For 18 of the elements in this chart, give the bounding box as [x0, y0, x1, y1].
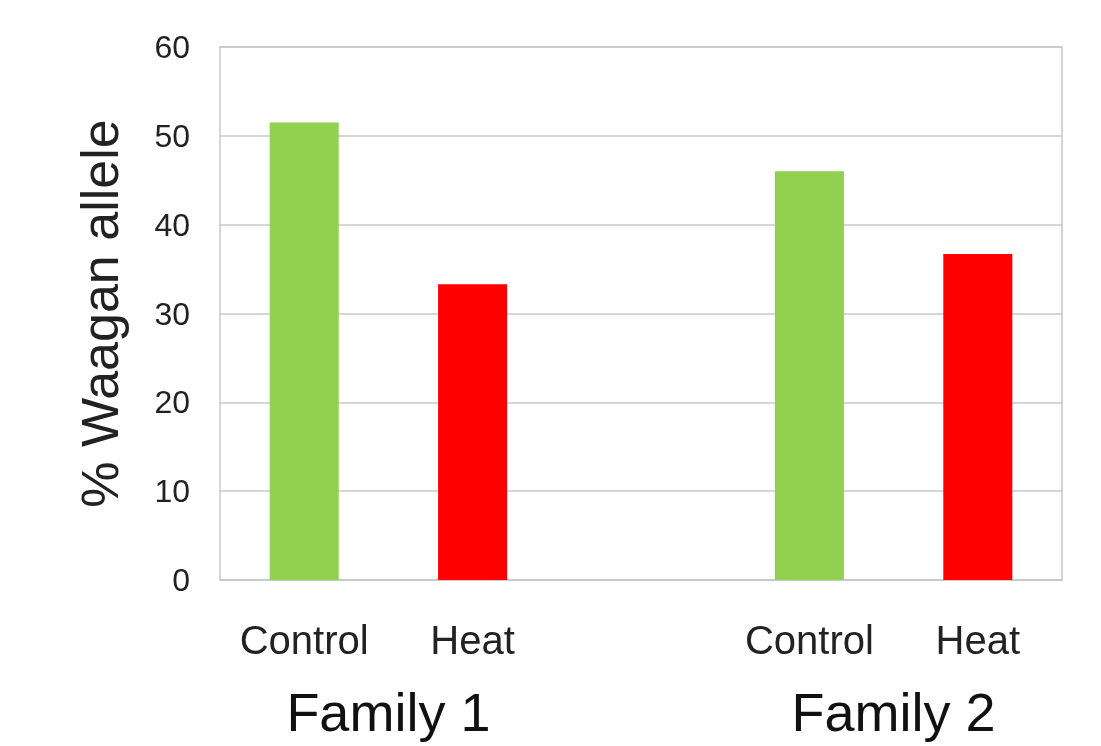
bar: [774, 171, 844, 580]
y-tick-label: 60: [154, 29, 190, 65]
y-tick-label: 30: [154, 295, 190, 332]
x-tick-label: Heat: [430, 618, 515, 662]
bar: [943, 253, 1013, 580]
y-tick-label: 10: [154, 473, 190, 510]
y-tick-label: 40: [154, 206, 190, 243]
x-tick-label: Control: [744, 618, 874, 662]
text: Family 1: [286, 682, 491, 742]
y-axis-title: % Waagan allele: [71, 119, 129, 508]
bar: [438, 284, 508, 580]
y-tick-label: 20: [154, 384, 190, 421]
text: Family 2: [791, 682, 996, 742]
bar: [269, 122, 339, 580]
x-tick-label: Control: [239, 618, 369, 662]
y-tick-label: 50: [154, 117, 190, 154]
x-tick-label: Heat: [935, 618, 1021, 662]
y-tick-label: 0: [172, 562, 190, 598]
